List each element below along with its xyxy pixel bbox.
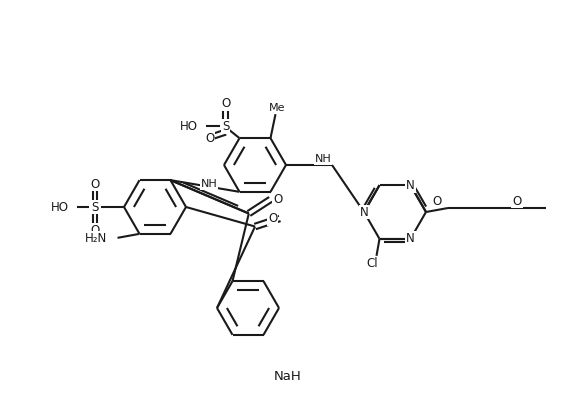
Text: N: N [406,232,415,246]
Text: H₂N: H₂N [85,232,108,246]
Text: S: S [92,201,98,213]
Text: S: S [222,119,229,133]
Text: Cl: Cl [367,258,378,270]
Text: O: O [221,97,230,110]
Text: Me: Me [269,103,286,113]
Text: NH: NH [314,154,331,164]
Text: N: N [359,206,369,218]
Text: NH: NH [200,179,217,189]
Text: O: O [433,194,442,208]
Text: O: O [90,223,100,236]
Text: NaH: NaH [274,370,302,384]
Text: N: N [406,179,415,192]
Text: HO: HO [180,119,198,133]
Text: O: O [273,193,282,206]
Text: O: O [268,212,278,225]
Text: O: O [90,178,100,190]
Text: O: O [513,194,522,208]
Text: HO: HO [51,201,69,213]
Text: O: O [205,132,214,145]
